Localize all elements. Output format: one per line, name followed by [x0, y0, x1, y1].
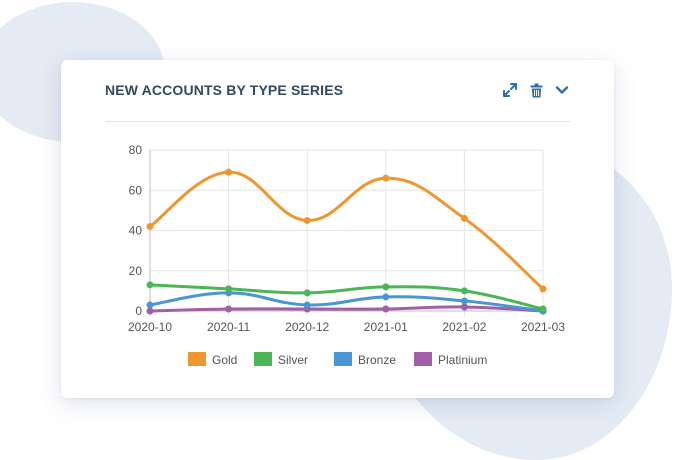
chevron-down-icon[interactable] [554, 82, 570, 98]
series-line-silver [148, 283, 545, 311]
y-tick-label: 0 [135, 304, 142, 318]
legend-label-platinium: Platinium [438, 353, 487, 367]
data-point-silver [382, 283, 390, 291]
expand-icon[interactable] [502, 82, 518, 98]
y-tick-label: 20 [129, 264, 143, 278]
trash-icon[interactable] [528, 82, 544, 98]
chart-card: NEW ACCOUNTS BY TYPE SERIES 0 20 40 60 80 202… [61, 60, 614, 398]
data-point-silver [225, 285, 233, 293]
data-point-platinium [225, 305, 233, 313]
series-line-bronze [148, 291, 545, 313]
legend-swatch-gold [188, 352, 206, 366]
x-tick-label: 2020-11 [207, 320, 250, 334]
data-point-platinium [382, 305, 390, 313]
x-tick-label: 2020-10 [128, 320, 172, 334]
series-line-platinium [148, 305, 545, 313]
data-point-silver [303, 289, 311, 297]
data-point-platinium [146, 307, 154, 315]
x-tick-label: 2021-02 [442, 320, 486, 334]
title-divider [105, 121, 570, 122]
data-point-platinium [460, 303, 468, 311]
data-point-bronze [382, 293, 390, 301]
x-tick-label: 2021-03 [521, 320, 565, 334]
data-point-silver [460, 287, 468, 295]
data-point-gold [539, 285, 547, 293]
data-point-silver [146, 281, 154, 289]
data-point-bronze [460, 297, 468, 305]
legend-swatch-platinium [414, 352, 432, 366]
data-point-silver [539, 305, 547, 313]
data-point-gold [225, 168, 233, 176]
legend-label-gold: Gold [212, 353, 237, 367]
card-title: NEW ACCOUNTS BY TYPE SERIES [105, 82, 344, 98]
data-point-gold [303, 216, 311, 224]
legend-swatch-silver [254, 352, 272, 366]
y-tick-label: 40 [129, 224, 143, 238]
card-toolbar [502, 82, 570, 98]
data-point-gold [146, 222, 154, 230]
data-point-gold [382, 174, 390, 182]
y-tick-label: 80 [129, 143, 143, 157]
data-point-bronze [146, 301, 154, 309]
y-tick-label: 60 [129, 183, 143, 197]
legend-label-bronze: Bronze [358, 353, 396, 367]
data-point-bronze [303, 301, 311, 309]
x-tick-label: 2020-12 [285, 320, 329, 334]
x-tick-label: 2021-01 [364, 320, 408, 334]
legend-label-silver: Silver [278, 353, 308, 367]
line-chart: 0 20 40 60 80 2020-10 2020-11 2020-12 2021-01 202… [128, 143, 565, 367]
legend-swatch-bronze [334, 352, 352, 366]
series-line-gold [148, 170, 545, 291]
data-point-gold [460, 214, 468, 222]
